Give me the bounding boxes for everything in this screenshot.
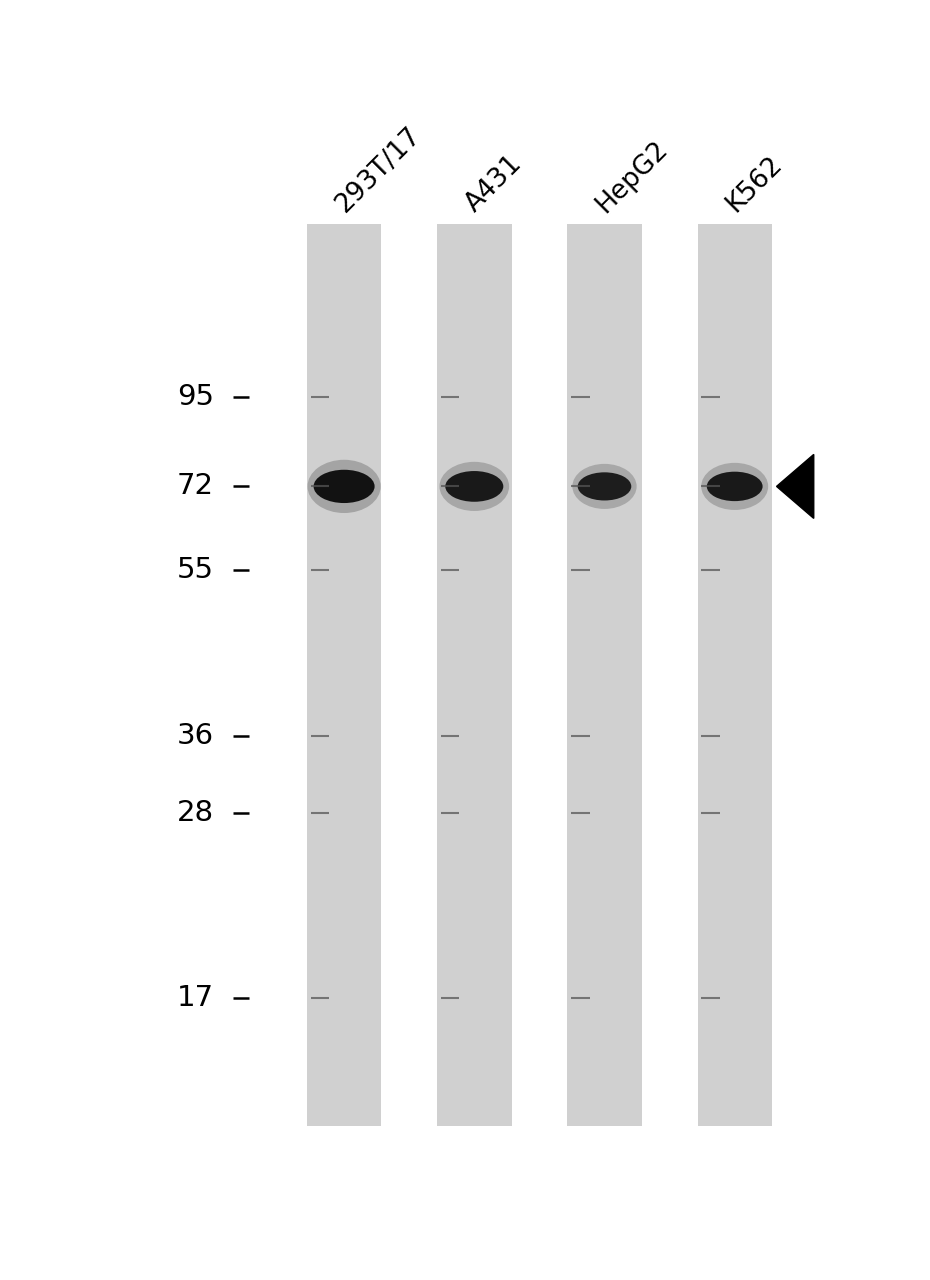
Bar: [567, 224, 642, 1126]
Bar: [437, 224, 512, 1126]
Text: 55: 55: [177, 556, 214, 584]
Ellipse shape: [313, 470, 375, 503]
Ellipse shape: [572, 463, 637, 509]
Text: A431: A431: [460, 151, 527, 218]
Text: HepG2: HepG2: [591, 136, 673, 218]
Ellipse shape: [308, 460, 380, 513]
Ellipse shape: [707, 471, 763, 500]
Ellipse shape: [578, 472, 631, 500]
Text: 36: 36: [177, 722, 214, 750]
Text: 17: 17: [177, 984, 214, 1012]
Text: 28: 28: [177, 799, 214, 827]
Text: 95: 95: [177, 383, 214, 411]
Text: 293T/17: 293T/17: [330, 123, 426, 218]
Bar: [307, 224, 381, 1126]
Text: 72: 72: [177, 472, 214, 500]
Ellipse shape: [445, 471, 503, 502]
Ellipse shape: [440, 462, 509, 511]
Text: K562: K562: [721, 151, 787, 218]
Ellipse shape: [701, 463, 768, 509]
Bar: [698, 224, 772, 1126]
Polygon shape: [777, 454, 814, 518]
